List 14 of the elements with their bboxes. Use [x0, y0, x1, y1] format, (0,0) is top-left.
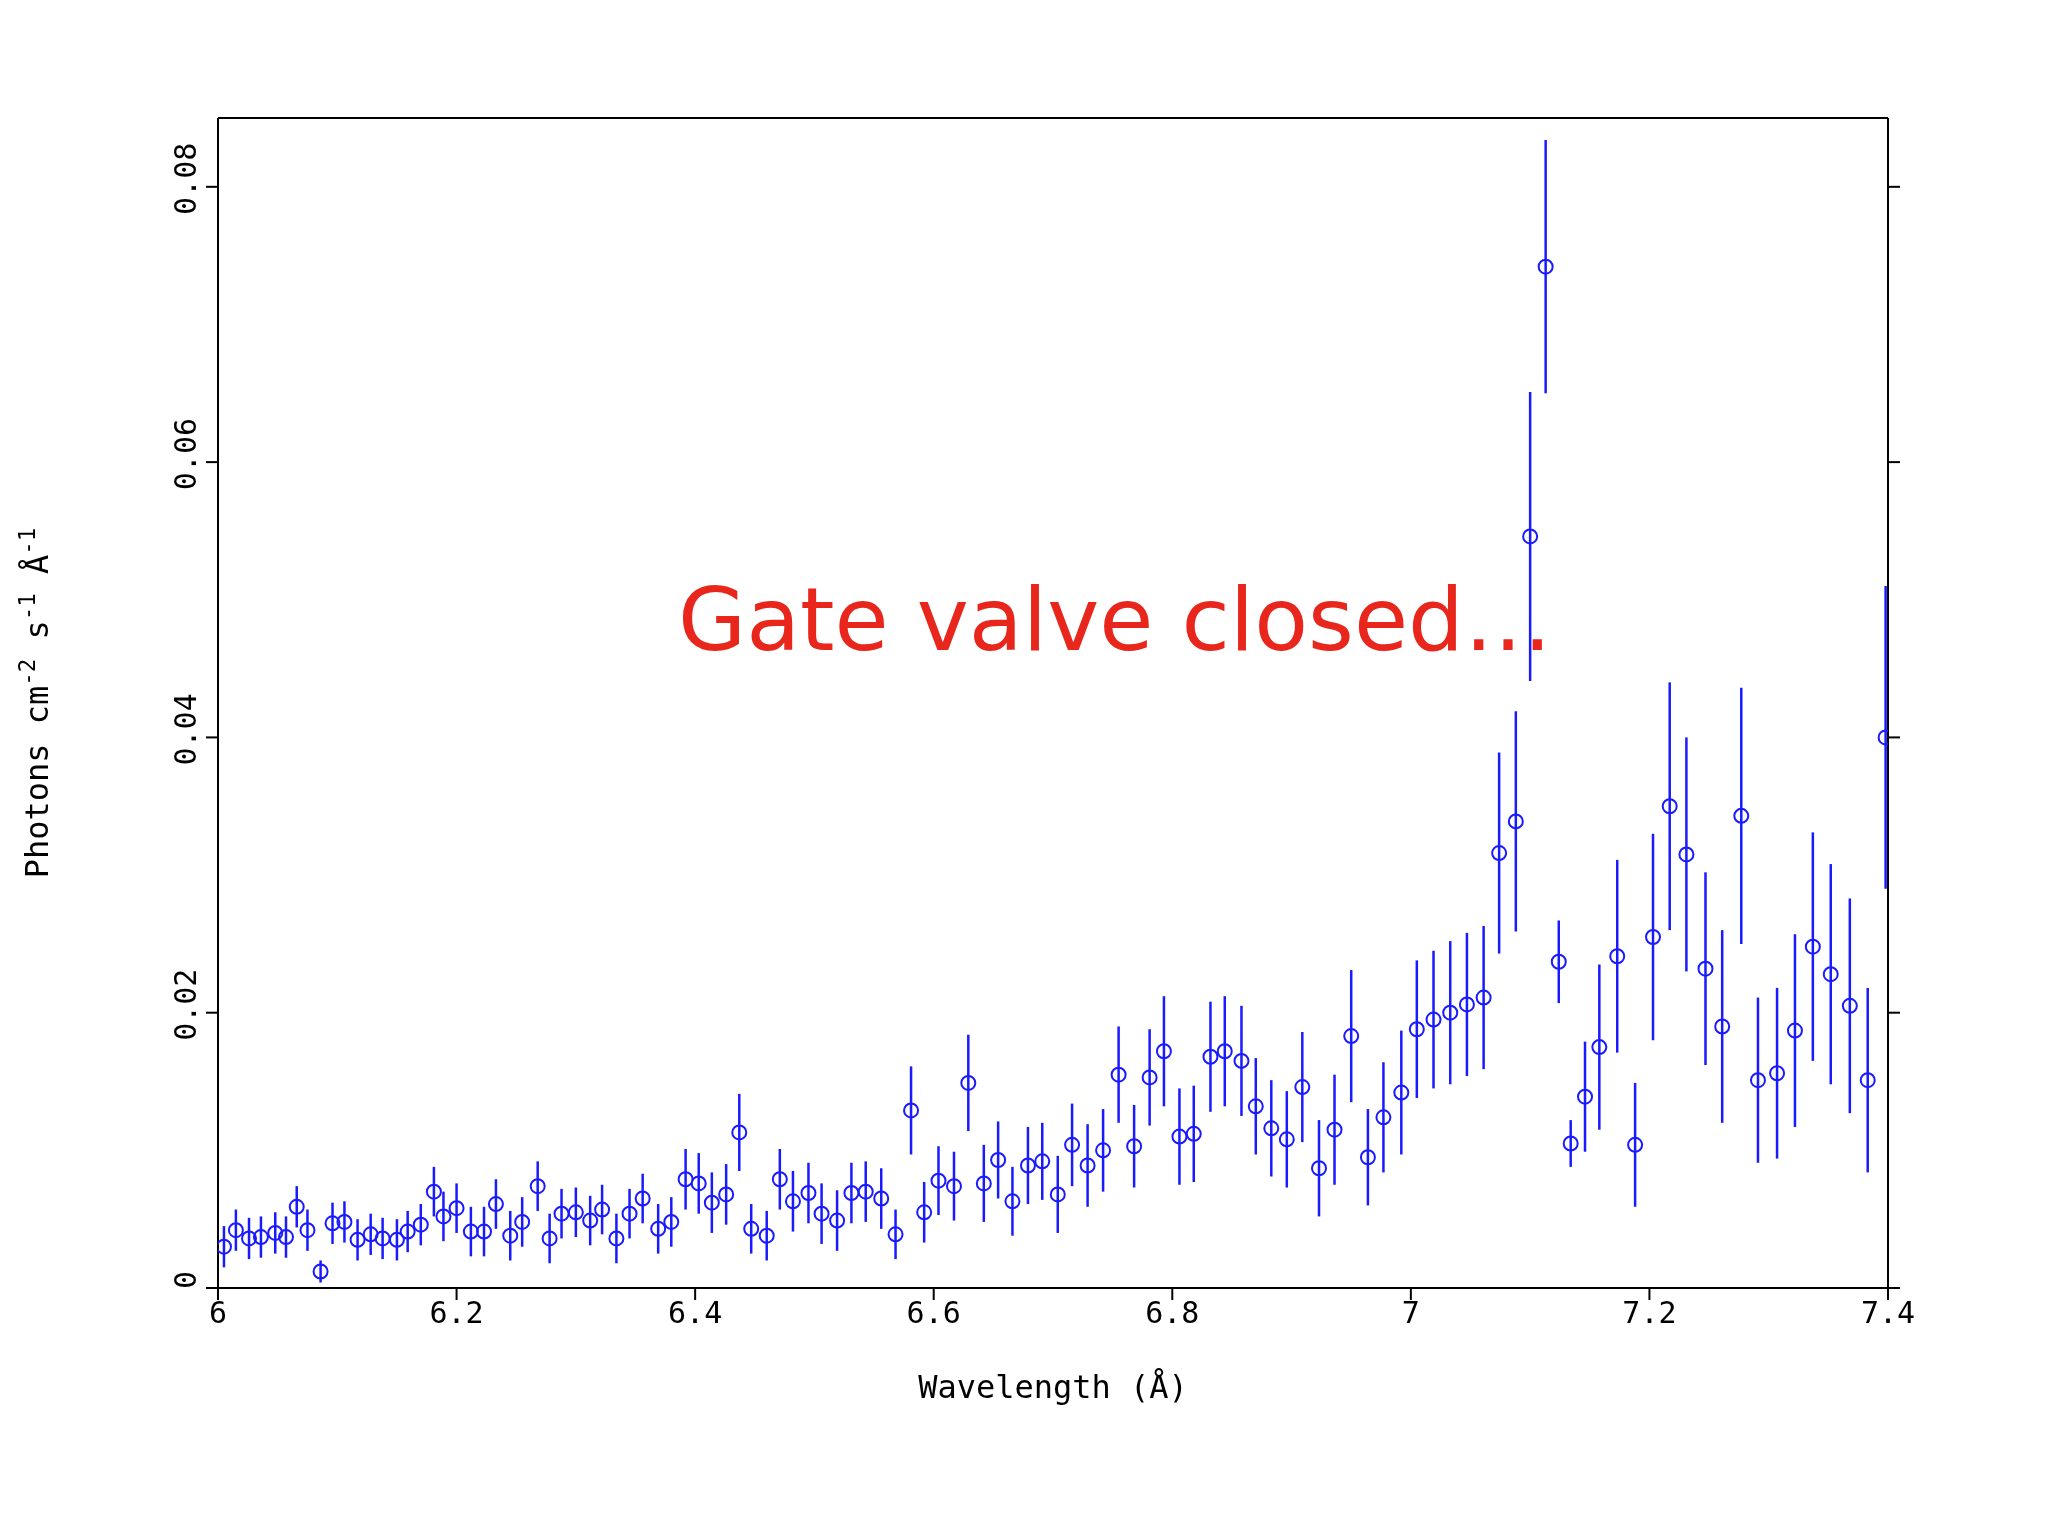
x-tick-label: 6.4	[668, 1295, 723, 1331]
y-tick-label: 0.04	[168, 693, 203, 766]
x-tick-label: 7.2	[1622, 1295, 1677, 1331]
x-tick-label: 6.8	[1145, 1295, 1200, 1331]
y-tick-label: 0.06	[168, 417, 203, 491]
x-tick-label: 7	[1401, 1295, 1420, 1331]
x-tick-label: 7.4	[1860, 1295, 1916, 1331]
x-tick-label: 6.6	[906, 1295, 961, 1331]
y-tick-label: 0.08	[168, 142, 203, 215]
y-tick-label: 0	[168, 1270, 203, 1290]
y-tick-label: 0.02	[168, 968, 203, 1041]
x-tick-label: 6.2	[429, 1295, 484, 1331]
x-axis-title: Wavelength (Å)	[918, 1368, 1188, 1406]
x-tick-label: 6	[208, 1295, 228, 1331]
